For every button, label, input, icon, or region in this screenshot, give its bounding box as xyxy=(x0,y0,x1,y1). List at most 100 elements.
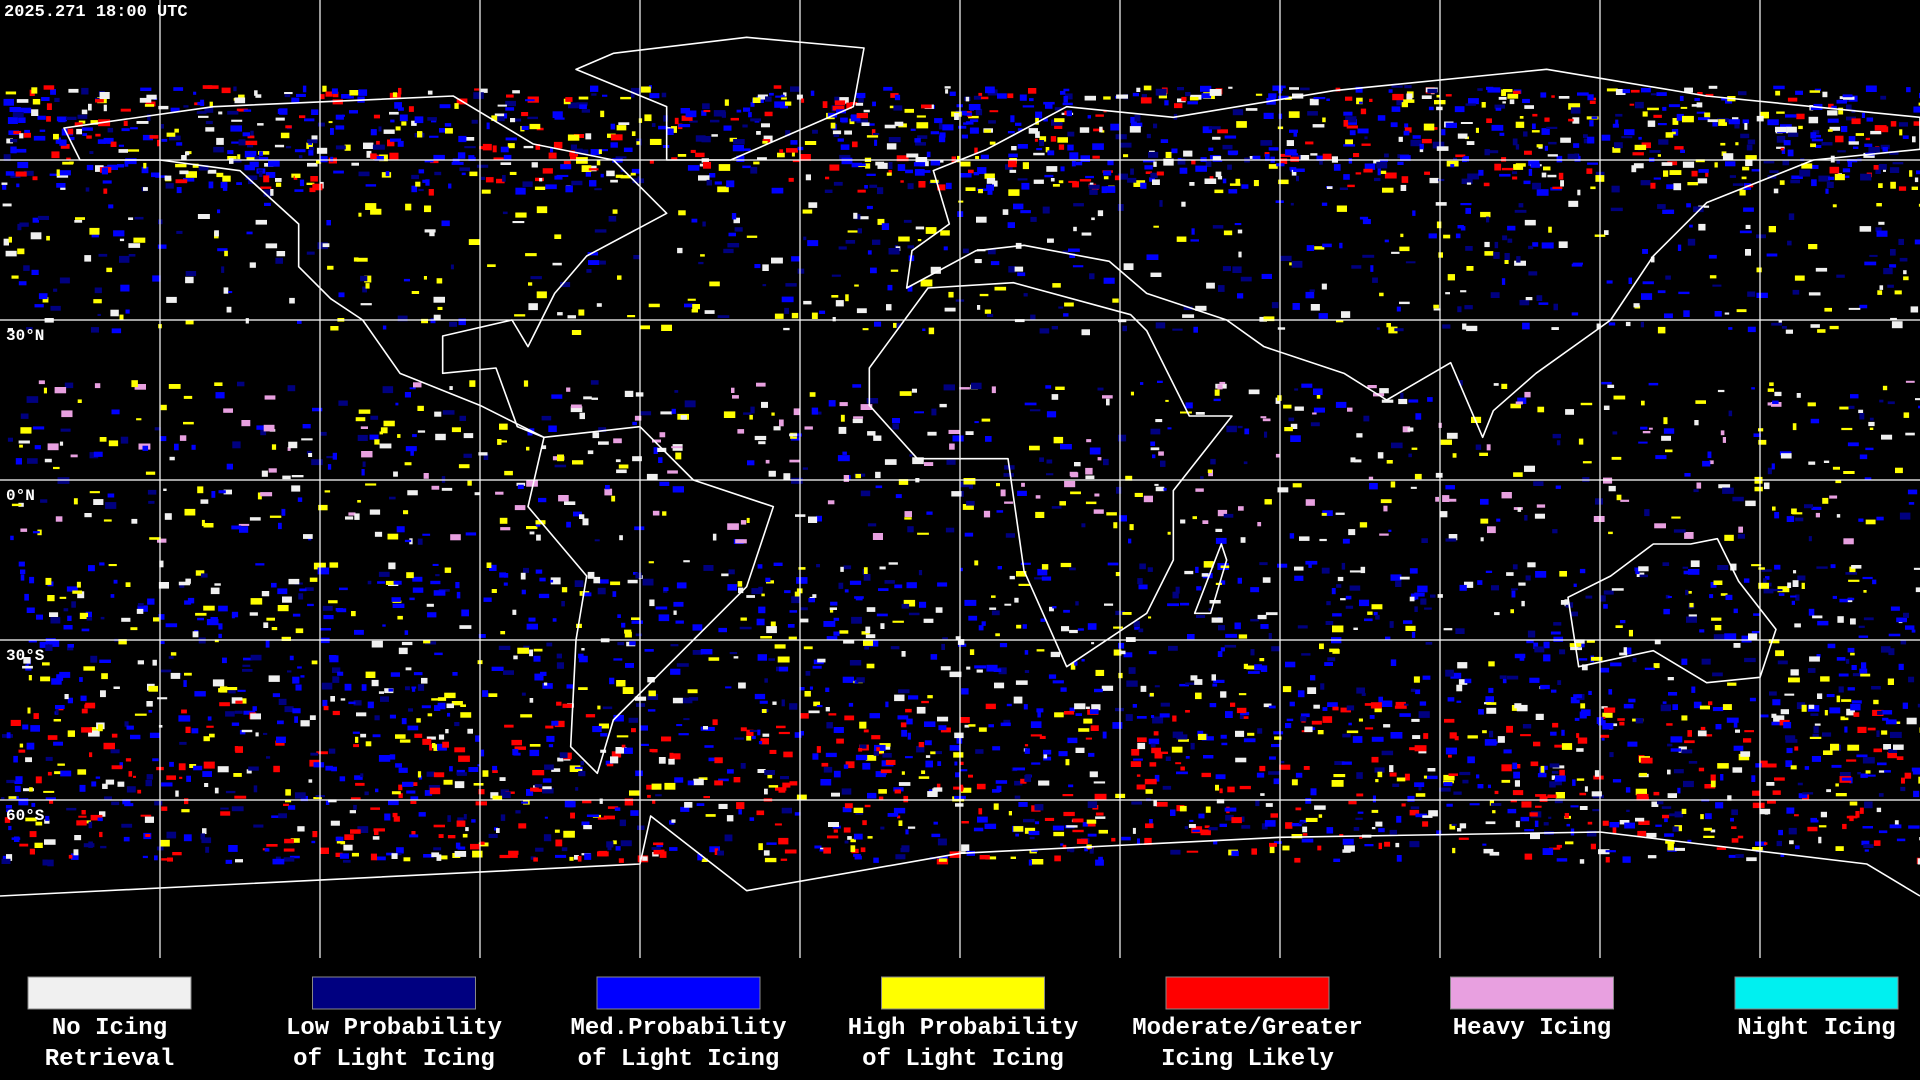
icing-pixel xyxy=(1219,788,1223,794)
icing-pixel xyxy=(333,170,344,174)
icing-pixel xyxy=(1590,843,1596,850)
icing-pixel xyxy=(807,240,819,247)
icing-pixel xyxy=(487,264,496,267)
icing-pixel xyxy=(880,769,892,774)
icing-pixel xyxy=(448,183,452,189)
icing-pixel xyxy=(1662,209,1675,214)
icing-pixel xyxy=(1291,169,1297,176)
icing-pixel xyxy=(1234,622,1241,630)
icing-pixel xyxy=(98,724,103,732)
icing-pixel xyxy=(695,152,705,158)
icing-pixel xyxy=(1865,85,1877,92)
icing-pixel xyxy=(1850,704,1861,711)
icing-pixel xyxy=(1016,624,1022,629)
icing-pixel xyxy=(724,99,729,106)
icing-pixel xyxy=(260,186,272,189)
icing-pixel xyxy=(1269,846,1275,854)
icing-pixel xyxy=(733,217,740,224)
icing-pixel xyxy=(1881,730,1888,735)
icing-pixel xyxy=(1488,87,1501,93)
icing-pixel xyxy=(28,675,32,681)
icing-pixel xyxy=(481,189,491,194)
icing-pixel xyxy=(1554,778,1562,786)
icing-pixel xyxy=(214,583,221,586)
icing-pixel xyxy=(998,667,1007,675)
icing-pixel xyxy=(1337,576,1344,582)
icing-pixel xyxy=(918,181,926,188)
icing-pixel xyxy=(888,162,893,169)
icing-pixel xyxy=(1615,89,1626,95)
icing-pixel xyxy=(882,753,892,758)
icing-pixel xyxy=(1251,848,1257,855)
icing-pixel xyxy=(1411,631,1416,638)
icing-pixel xyxy=(865,755,877,761)
icing-pixel xyxy=(1364,136,1368,140)
icing-pixel xyxy=(958,643,967,647)
icing-pixel xyxy=(354,92,364,95)
icing-pixel xyxy=(1810,817,1817,821)
icing-pixel xyxy=(789,459,801,463)
icing-pixel xyxy=(911,388,917,393)
icing-pixel xyxy=(254,155,261,161)
icing-pixel xyxy=(838,246,847,250)
icing-pixel xyxy=(1280,255,1292,261)
icing-pixel xyxy=(1397,161,1404,165)
icing-pixel xyxy=(869,184,878,188)
icing-pixel xyxy=(596,303,602,307)
icing-pixel xyxy=(81,109,88,115)
icing-pixel xyxy=(721,573,729,577)
icing-pixel xyxy=(610,581,621,586)
icing-pixel xyxy=(271,815,281,818)
icing-pixel xyxy=(435,574,440,577)
icing-pixel xyxy=(1035,117,1039,125)
icing-pixel xyxy=(1150,743,1156,748)
icing-pixel xyxy=(1510,799,1517,803)
icing-pixel xyxy=(91,232,99,238)
icing-pixel xyxy=(1250,619,1259,622)
icing-pixel xyxy=(850,115,861,122)
icing-pixel xyxy=(1428,810,1438,817)
icing-pixel xyxy=(1579,711,1587,719)
icing-pixel xyxy=(788,636,797,640)
icing-pixel xyxy=(764,788,768,795)
icing-pixel xyxy=(784,307,789,314)
icing-pixel xyxy=(185,726,191,733)
icing-pixel xyxy=(1656,92,1667,96)
icing-pixel xyxy=(1503,89,1513,93)
icing-pixel xyxy=(200,99,205,106)
icing-pixel xyxy=(486,562,492,568)
icing-pixel xyxy=(898,236,910,242)
icing-pixel xyxy=(307,162,318,167)
icing-pixel xyxy=(1733,643,1741,648)
icing-pixel xyxy=(1181,201,1186,207)
icing-pixel xyxy=(422,738,432,745)
icing-pixel xyxy=(742,165,751,169)
icing-pixel xyxy=(1456,684,1463,692)
icing-pixel xyxy=(897,815,901,819)
icing-pixel xyxy=(1818,175,1830,182)
icing-pixel xyxy=(1290,423,1298,429)
icing-pixel xyxy=(1180,411,1192,414)
icing-pixel xyxy=(856,163,866,167)
icing-pixel xyxy=(1052,283,1061,288)
icing-pixel xyxy=(18,281,27,286)
icing-pixel xyxy=(801,98,805,103)
icing-pixel xyxy=(297,826,305,832)
icing-pixel xyxy=(607,806,619,809)
icing-pixel xyxy=(429,743,433,751)
icing-pixel xyxy=(728,232,736,237)
icing-pixel xyxy=(849,580,862,585)
icing-pixel xyxy=(371,679,379,687)
icing-pixel xyxy=(529,649,533,657)
icing-pixel xyxy=(1554,798,1563,804)
icing-pixel xyxy=(631,617,640,620)
icing-pixel xyxy=(500,440,507,443)
icing-pixel xyxy=(1535,713,1544,720)
icing-pixel xyxy=(1046,459,1053,464)
icing-pixel xyxy=(1527,630,1536,638)
icing-pixel xyxy=(1848,307,1861,310)
icing-pixel xyxy=(819,849,827,852)
icing-pixel xyxy=(322,243,330,248)
icing-pixel xyxy=(1851,665,1857,670)
icing-pixel xyxy=(1091,642,1095,645)
